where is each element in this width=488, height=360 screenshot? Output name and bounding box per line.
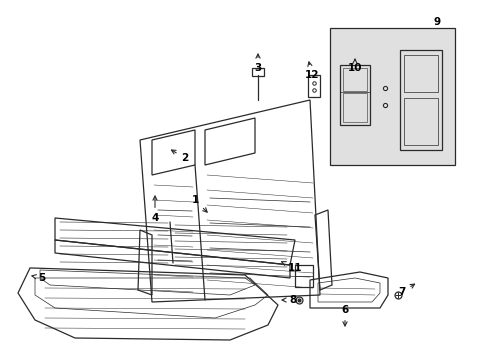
Text: 4: 4 xyxy=(151,196,159,223)
Text: 12: 12 xyxy=(304,62,319,80)
Text: 2: 2 xyxy=(171,150,188,163)
Text: 7: 7 xyxy=(398,284,414,297)
Text: 3: 3 xyxy=(254,54,261,73)
Text: 6: 6 xyxy=(341,305,348,326)
Text: 9: 9 xyxy=(432,17,440,27)
Text: 10: 10 xyxy=(347,59,362,73)
FancyBboxPatch shape xyxy=(329,28,454,165)
Text: 11: 11 xyxy=(281,262,302,273)
Text: 1: 1 xyxy=(191,195,207,212)
Text: 8: 8 xyxy=(282,295,296,305)
Text: 5: 5 xyxy=(32,273,45,283)
